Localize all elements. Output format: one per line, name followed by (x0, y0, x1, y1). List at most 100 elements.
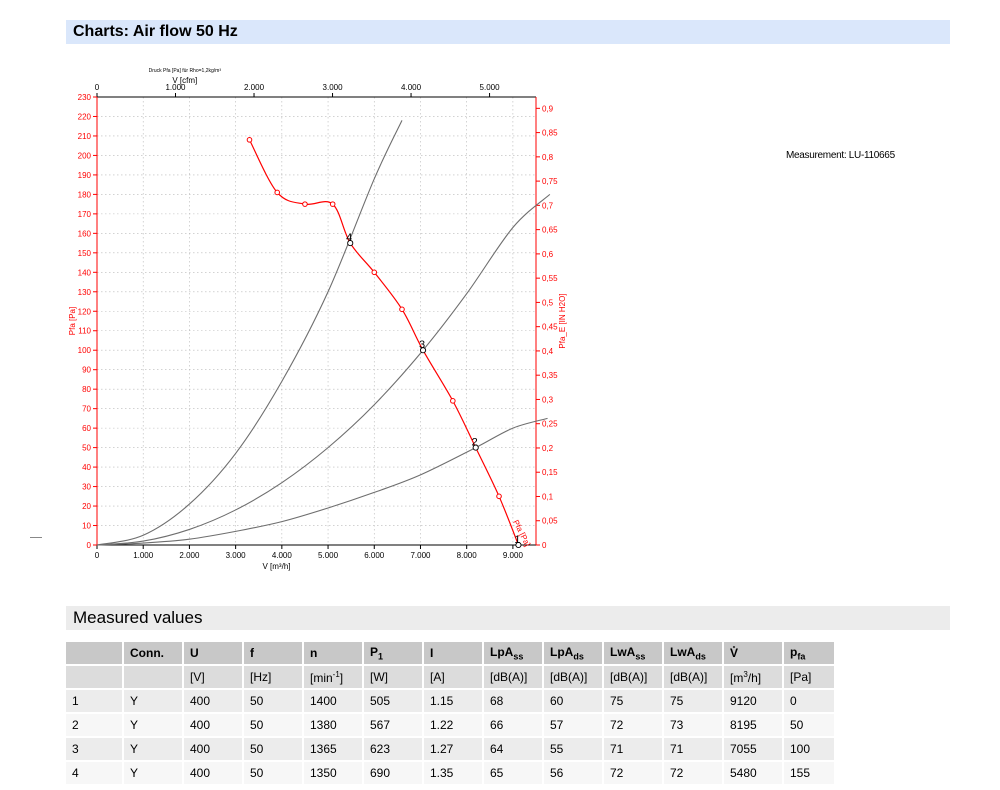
x-tick-label: 2.000 (179, 551, 200, 560)
column-header-main: LwA (670, 644, 696, 659)
unit-cell: [dB(A)] (663, 665, 724, 690)
y-axis-label: Pfa [Pa] (68, 307, 77, 335)
y2-tick-label: 0 (542, 541, 547, 550)
y-tick-label: 130 (78, 288, 92, 297)
column-header: Conn. (123, 642, 184, 666)
column-header-sub: 1 (378, 651, 384, 662)
x-tick-label: 0 (95, 551, 100, 560)
column-header-sub: ss (635, 651, 646, 662)
y2-tick-label: 0,3 (542, 395, 554, 404)
column-header-main: Conn. (130, 646, 164, 660)
unit-cell: [min-1] (303, 665, 364, 690)
y-tick-label: 230 (78, 93, 92, 102)
column-header: f (243, 642, 304, 666)
table-cell: 50 (243, 689, 304, 714)
table-cell: 1365 (303, 737, 364, 762)
table-cell: 623 (363, 737, 424, 762)
table-cell: 100 (783, 737, 836, 762)
x2-tick-label: 0 (95, 83, 100, 92)
column-header-main: U (190, 646, 199, 660)
y-tick-label: 40 (82, 463, 91, 472)
table-cell: 50 (243, 737, 304, 762)
table-cell: 7055 (723, 737, 784, 762)
x2-tick-label: 4.000 (401, 83, 422, 92)
fan-curve-point (371, 269, 378, 276)
table-cell: Y (123, 689, 184, 714)
measured-values-header: Measured values (66, 606, 950, 630)
x-tick-label: 6.000 (364, 551, 385, 560)
table-cell: 57 (543, 713, 604, 738)
x-tick-label: 3.000 (226, 551, 247, 560)
column-header: LpAss (483, 642, 544, 666)
y2-tick-label: 0,15 (542, 468, 558, 477)
unit-cell: [dB(A)] (483, 665, 544, 690)
table-cell: 50 (783, 713, 836, 738)
table-row: 3 Y 400 50 1365 623 1.27 64 55 71 71 7055 100 (66, 737, 836, 762)
x-tick-label: 7.000 (410, 551, 431, 560)
fan-curve-point (274, 189, 281, 196)
column-header: U (183, 642, 244, 666)
table-cell: 68 (483, 689, 544, 714)
table-cell: 9120 (723, 689, 784, 714)
measurement-label: Measurement: LU-110665 (786, 150, 895, 161)
y-tick-label: 30 (82, 483, 91, 492)
fan-curve-point (496, 493, 502, 500)
column-header-main: LwA (610, 644, 636, 659)
unit-cell: [A] (423, 665, 484, 690)
operating-point-marker (419, 347, 427, 354)
fan-curve-point (399, 306, 405, 313)
table-cell: 2 (66, 713, 124, 738)
table-cell: 690 (363, 761, 424, 786)
x-tick-label: 4.000 (272, 551, 293, 560)
table-cell: 72 (663, 761, 724, 786)
table-row: 2 Y 400 50 1380 567 1.22 66 57 72 73 8195 50 (66, 713, 836, 738)
table-cell: 50 (243, 761, 304, 786)
x-tick-label: 1.000 (133, 551, 154, 560)
measured-values-title: Measured values (73, 608, 203, 627)
operating-point-label: 3 (419, 339, 425, 351)
y-tick-label: 10 (82, 522, 91, 531)
table-cell: 56 (543, 761, 604, 786)
table-cell: 567 (363, 713, 424, 738)
y-tick-label: 50 (82, 444, 91, 453)
y2-tick-label: 0,05 (542, 517, 558, 526)
airflow-chart: 0 1.000 2.000 3.000 4.000 5.000 6.000 7.000 8.00… (68, 68, 567, 571)
table-cell: 55 (543, 737, 604, 762)
y2-tick-label: 0,35 (542, 371, 558, 380)
column-header-sub: ds (695, 651, 706, 662)
fan-curve-line (248, 139, 519, 546)
y2-tick-label: 0,1 (542, 492, 554, 501)
table-cell: Y (123, 761, 184, 786)
operating-point-label: 4 (346, 232, 352, 244)
y-tick-label: 110 (78, 327, 91, 336)
table-cell: 400 (183, 737, 244, 762)
unit-cell: [dB(A)] (603, 665, 664, 690)
table-cell: 1.27 (423, 737, 484, 762)
operating-point-marker (515, 541, 522, 549)
x2-tick-label: 5.000 (480, 83, 501, 92)
column-header-sub: ss (513, 651, 524, 662)
table-cell: 400 (183, 713, 244, 738)
column-header: n (303, 642, 364, 666)
charts-header-title: Charts: Air flow 50 Hz (73, 23, 238, 40)
y2-tick-label: 0,9 (542, 104, 554, 113)
y2-tick-label: 0,6 (542, 250, 554, 259)
table-cell: 5480 (723, 761, 784, 786)
divider-dash (30, 537, 42, 538)
y2-tick-label: 0,4 (542, 347, 554, 356)
y2-tick-label: 0,2 (542, 444, 554, 453)
x2-axis-label: V [cfm] (172, 76, 197, 85)
system-curve (96, 120, 403, 546)
system-curve (96, 417, 548, 546)
y-tick-label: 200 (78, 151, 92, 160)
table-cell: 4 (66, 761, 124, 786)
y2-tick-label: 0,65 (542, 226, 558, 235)
unit-cell: [Pa] (783, 665, 836, 690)
y2-tick-label: 0,8 (542, 153, 554, 162)
column-header-main: p (790, 644, 798, 659)
y2-tick-label: 0,5 (542, 298, 554, 307)
y-tick-label: 220 (78, 112, 92, 121)
x-tick-label: 9.000 (503, 551, 524, 560)
column-header-main: n (310, 646, 318, 660)
